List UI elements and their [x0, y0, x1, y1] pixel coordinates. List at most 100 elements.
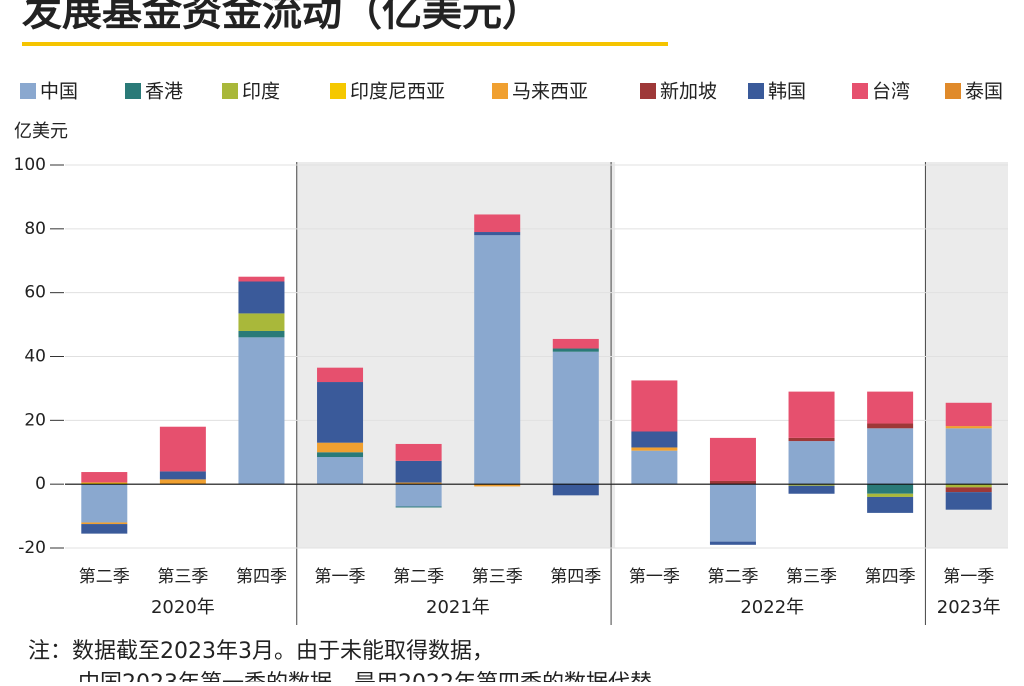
bar-segment — [81, 472, 128, 483]
bar-segment — [945, 402, 992, 427]
bar-segment — [238, 313, 285, 331]
bar-segment — [317, 382, 364, 443]
bar-segment — [395, 443, 442, 461]
bar-segment — [867, 496, 914, 513]
bar-segment — [945, 492, 992, 510]
legend-swatch — [852, 83, 868, 99]
bar-segment — [631, 450, 678, 485]
y-tick-label: 100 — [14, 155, 46, 175]
x-tick-label: 第三季 — [786, 567, 837, 587]
legend-swatch — [20, 83, 36, 99]
x-tick-label: 第二季 — [707, 567, 758, 587]
bar-segment — [238, 276, 285, 282]
group-label: 2022年 — [740, 597, 804, 618]
bar-segment — [238, 330, 285, 338]
x-tick-label: 第三季 — [472, 567, 523, 587]
bar-segment — [81, 484, 128, 523]
bar-segment — [709, 484, 756, 542]
x-tick-label: 第二季 — [79, 567, 130, 587]
bar-segment — [867, 484, 914, 494]
legend-label: 新加坡 — [660, 81, 717, 103]
x-tick-label: 第一季 — [315, 567, 366, 587]
legend-label: 马来西亚 — [512, 81, 588, 103]
legend-swatch — [125, 83, 141, 99]
bar-segment — [867, 391, 914, 424]
bar-segment — [945, 428, 992, 485]
y-tick-label: 0 — [35, 474, 46, 494]
legend-label: 韩国 — [768, 81, 806, 103]
bar-segment — [81, 482, 128, 485]
bar-segment — [945, 487, 992, 493]
bar-segment — [945, 426, 992, 429]
bar-segment — [81, 522, 128, 525]
x-tick-label: 第一季 — [943, 567, 994, 587]
bar-segment — [867, 428, 914, 485]
bar-segment — [552, 338, 599, 349]
bar-segment — [867, 493, 914, 497]
y-tick-label: 40 — [24, 347, 46, 367]
legend-swatch — [492, 83, 508, 99]
y-tick-label: -20 — [18, 538, 46, 558]
y-tick-label: 80 — [24, 219, 46, 239]
bar-segment — [159, 426, 206, 472]
note: 中国2023年第一季的数据，是用2022年第四季的数据代替。 — [78, 671, 674, 682]
bar-segment — [709, 437, 756, 481]
legend-swatch — [640, 83, 656, 99]
bar-segment — [788, 485, 835, 494]
legend-label: 中国 — [40, 81, 78, 103]
x-tick-label: 第二季 — [393, 567, 444, 587]
legend-swatch — [945, 83, 961, 99]
bar-segment — [867, 423, 914, 429]
bar-segment — [395, 484, 442, 507]
x-tick-label: 第四季 — [550, 567, 601, 587]
chart-title: 发展基金资金流动（亿美元） — [22, 0, 542, 35]
note: 注：数据截至2023年3月。由于未能取得数据， — [28, 639, 494, 664]
y-axis-label: 亿美元 — [14, 121, 68, 142]
x-tick-label: 第三季 — [157, 567, 208, 587]
bar-segment — [395, 460, 442, 483]
bar-segment — [238, 337, 285, 485]
bar-segment — [631, 431, 678, 448]
bar-segment — [788, 437, 835, 442]
bar-segment — [317, 452, 364, 458]
title-underline — [22, 42, 668, 46]
group-label: 2020年 — [151, 597, 215, 618]
x-tick-label: 第四季 — [865, 567, 916, 587]
group-label: 2021年 — [426, 597, 490, 618]
y-tick-label: 20 — [24, 410, 46, 430]
bar-segment — [81, 524, 128, 534]
bar-segment — [788, 484, 835, 486]
bar-segment — [238, 281, 285, 314]
bar-segment — [788, 391, 835, 438]
legend-swatch — [330, 83, 346, 99]
bar-segment — [159, 479, 206, 485]
bar-segment — [317, 367, 364, 383]
bar-segment — [709, 480, 756, 485]
legend-label: 印度 — [242, 81, 280, 103]
bar-segment — [631, 447, 678, 451]
bar-segment — [317, 442, 364, 453]
bar-segment — [474, 235, 521, 485]
legend-label: 印度尼西亚 — [350, 81, 445, 103]
bar-segment — [159, 471, 206, 480]
bar-segment — [474, 232, 521, 236]
bar-segment — [317, 457, 364, 485]
bar-segment — [788, 441, 835, 485]
y-tick-label: 60 — [24, 283, 46, 303]
bar-segment — [945, 484, 992, 488]
bar-segment — [631, 380, 678, 432]
x-tick-label: 第四季 — [236, 567, 287, 587]
bar-segment — [552, 351, 599, 485]
x-tick-label: 第一季 — [629, 567, 680, 587]
bar-segment — [552, 484, 599, 496]
bar-segment — [474, 214, 521, 233]
bar-segment — [395, 506, 442, 508]
legend-swatch — [222, 83, 238, 99]
bar-segment — [395, 482, 442, 485]
bar-segment — [474, 484, 521, 487]
legend-label: 台湾 — [872, 81, 910, 103]
legend-label: 泰国 — [965, 81, 1003, 103]
bar-segment — [709, 541, 756, 545]
legend-swatch — [748, 83, 764, 99]
